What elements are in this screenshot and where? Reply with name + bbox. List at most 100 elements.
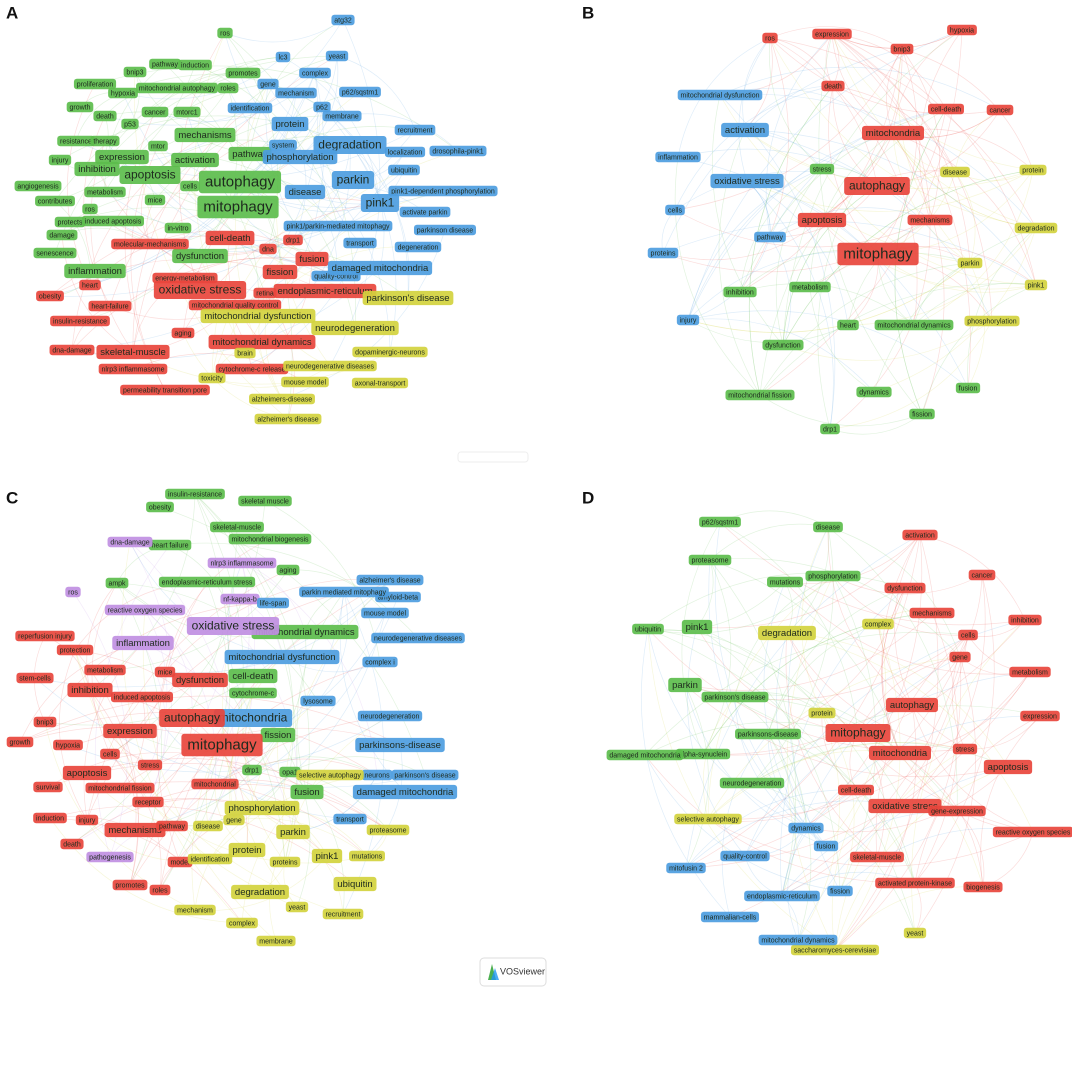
node: parkin xyxy=(331,171,375,189)
node-label: parkin xyxy=(672,680,698,691)
node-label: bnip3 xyxy=(893,46,910,53)
node-label: fission xyxy=(265,730,292,741)
node-label: axonal-transport xyxy=(355,380,406,387)
node: system xyxy=(269,139,297,151)
edge xyxy=(687,262,971,333)
node-label: nlrp3 inflammasome xyxy=(101,366,164,373)
node-label: disease xyxy=(943,169,967,176)
edge xyxy=(829,320,993,430)
node-label: p53 xyxy=(124,121,136,128)
edge xyxy=(782,169,1034,346)
node-label: alpha-synuclein xyxy=(679,751,728,758)
node-label: phosphorylation xyxy=(808,573,858,580)
node: mitochondrial dynamics xyxy=(874,319,954,331)
node-box xyxy=(825,724,891,742)
edge xyxy=(877,253,1037,293)
edge xyxy=(828,85,879,255)
node-label: pathway xyxy=(159,823,186,830)
node-box xyxy=(73,78,117,90)
node: nlrp3 inflammasome xyxy=(207,557,277,569)
edge xyxy=(831,33,993,322)
node: pink1/parkin-mediated mitophagy xyxy=(283,220,393,232)
edge xyxy=(224,19,344,43)
node-label: metabolism xyxy=(87,667,123,674)
node-box xyxy=(249,393,315,405)
node: neurodegeneration xyxy=(311,320,399,336)
node-box xyxy=(874,319,954,331)
node-box xyxy=(269,856,301,868)
node: resistance xyxy=(57,135,95,147)
edge xyxy=(881,534,921,754)
node-label: insulin-resistance xyxy=(168,491,222,498)
node-label: gene xyxy=(952,654,968,661)
node-label: fusion xyxy=(959,385,978,392)
node-label: energy-metabolism xyxy=(155,275,215,282)
node-box xyxy=(968,569,996,581)
node-label: growth xyxy=(69,104,90,111)
node: inhibition xyxy=(74,161,120,177)
node-label: life-span xyxy=(260,600,287,607)
node-label: induction xyxy=(181,62,209,69)
node: protects xyxy=(54,216,86,228)
node-box xyxy=(955,382,981,394)
node-label: dna xyxy=(262,246,274,253)
edge xyxy=(677,37,771,158)
edge xyxy=(775,632,827,847)
node-label: inhibition xyxy=(78,164,116,175)
node-label: complex xyxy=(865,621,892,628)
node: dna-damage xyxy=(49,344,95,356)
edge xyxy=(831,33,931,221)
edge xyxy=(707,671,1031,820)
node: gene xyxy=(223,814,245,826)
node-box xyxy=(884,582,926,594)
edge xyxy=(769,37,1001,115)
node: transport xyxy=(333,813,367,825)
node-box xyxy=(351,377,409,389)
edge xyxy=(224,32,356,329)
edge xyxy=(827,526,913,706)
node: degeneration xyxy=(394,241,442,253)
node: endoplasmic-reticulum xyxy=(744,890,820,902)
node: alzheimers-disease xyxy=(249,393,315,405)
node-label: fission xyxy=(267,267,294,278)
edge xyxy=(366,744,403,857)
node: identification xyxy=(187,853,233,865)
node-box xyxy=(224,649,340,665)
node-box xyxy=(144,194,166,206)
node: skeletal muscle xyxy=(238,495,292,507)
node-box xyxy=(820,423,840,435)
edge xyxy=(763,581,807,829)
node-label: mtor xyxy=(151,143,166,150)
node-label: lc3 xyxy=(279,54,288,61)
edge xyxy=(875,634,969,858)
node: growth xyxy=(66,101,94,113)
edge xyxy=(857,732,885,858)
node-box xyxy=(666,862,706,874)
node-label: pink1 xyxy=(1028,282,1045,289)
node: gene-expression xyxy=(928,805,986,817)
edge xyxy=(834,623,901,951)
node-label: roles xyxy=(220,85,236,92)
node: mechanism xyxy=(174,904,216,916)
node: disease xyxy=(813,521,843,533)
node: oxidative stress xyxy=(710,173,784,189)
node-label: inhibition xyxy=(726,289,754,296)
node: stress xyxy=(137,759,163,771)
node: dysfunction xyxy=(172,672,228,688)
node-label: degradation xyxy=(235,887,285,898)
node-box xyxy=(180,180,200,192)
edge xyxy=(292,144,351,241)
edge xyxy=(647,572,906,630)
node: cancer xyxy=(986,104,1014,116)
node: roles xyxy=(149,884,171,896)
node-label: mitochondrial fission xyxy=(88,785,152,792)
node-label: fission xyxy=(830,888,850,895)
node-box xyxy=(813,521,843,533)
edge xyxy=(317,591,349,702)
node-box xyxy=(399,206,451,218)
node: pathogenesis xyxy=(86,851,134,863)
node-label: heart xyxy=(82,282,98,289)
node-label: ubiquitin xyxy=(635,626,661,633)
node-label: yeast xyxy=(289,904,306,911)
node: yeast xyxy=(325,50,349,62)
